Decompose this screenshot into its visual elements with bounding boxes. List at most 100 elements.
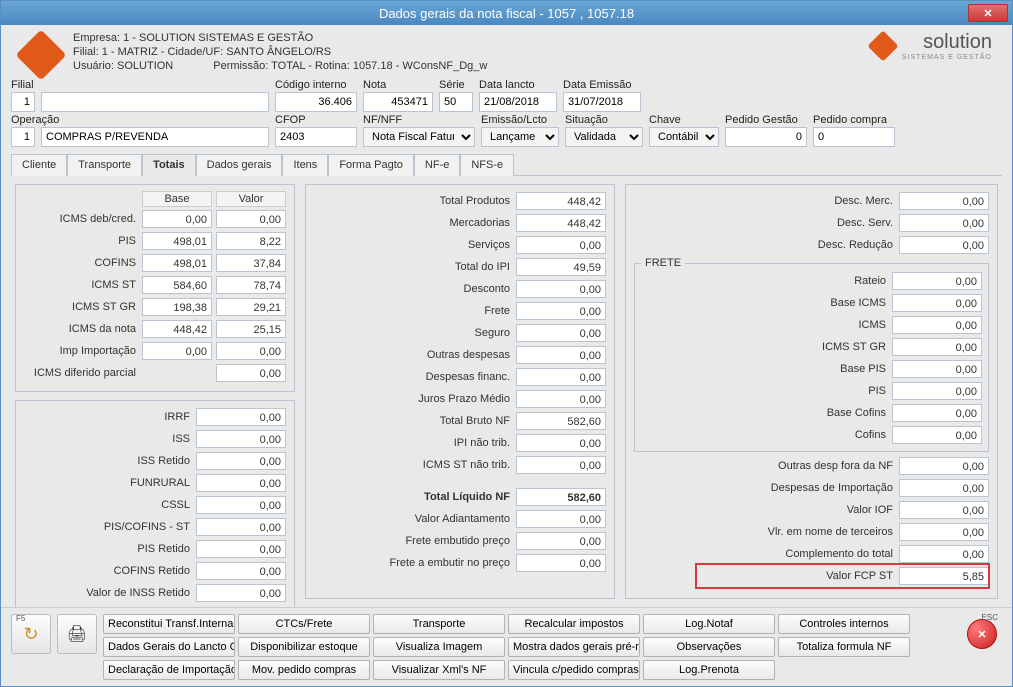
value[interactable]: 0,00 bbox=[899, 192, 989, 210]
base-value[interactable]: 448,42 bbox=[142, 320, 212, 338]
base-value[interactable]: 0,00 bbox=[142, 342, 212, 360]
footer-btn-log-prenota[interactable]: Log.Prenota bbox=[643, 660, 775, 680]
tab-transporte[interactable]: Transporte bbox=[67, 154, 142, 176]
data-emissao-input[interactable] bbox=[563, 92, 641, 112]
footer-btn-mostra-dados-gerais-pr-nota[interactable]: Mostra dados gerais pré-nota bbox=[508, 637, 640, 657]
pedido-compra-input[interactable] bbox=[813, 127, 895, 147]
footer-btn-recalcular-impostos[interactable]: Recalcular impostos bbox=[508, 614, 640, 634]
value[interactable]: 0,00 bbox=[516, 346, 606, 364]
value[interactable]: 0,00 bbox=[516, 532, 606, 550]
value[interactable]: 0,00 bbox=[899, 523, 989, 541]
value[interactable]: 0,00 bbox=[892, 316, 982, 334]
base-value[interactable]: 498,01 bbox=[142, 232, 212, 250]
value[interactable]: 0,00 bbox=[899, 545, 989, 563]
tab-nfs-e[interactable]: NFS-e bbox=[460, 154, 514, 176]
base-value[interactable]: 0,00 bbox=[142, 210, 212, 228]
serie-input[interactable] bbox=[439, 92, 473, 112]
base-value[interactable]: 498,01 bbox=[142, 254, 212, 272]
value[interactable]: 0,00 bbox=[196, 408, 286, 426]
value[interactable]: 0,00 bbox=[892, 294, 982, 312]
f5-button[interactable]: F5 ↻ bbox=[11, 614, 51, 654]
footer-btn-declara-o-de-importa-o[interactable]: Declaração de Importação bbox=[103, 660, 235, 680]
oper-num-input[interactable] bbox=[11, 127, 35, 147]
valor-value[interactable]: 25,15 bbox=[216, 320, 286, 338]
value[interactable]: 0,00 bbox=[892, 404, 982, 422]
value[interactable]: 0,00 bbox=[516, 280, 606, 298]
pedido-gestao-input[interactable] bbox=[725, 127, 807, 147]
codint-input[interactable] bbox=[275, 92, 357, 112]
footer-btn-vincula-c-pedido-compras[interactable]: Vincula c/pedido compras bbox=[508, 660, 640, 680]
base-value[interactable]: 198,38 bbox=[142, 298, 212, 316]
base-value[interactable]: 584,60 bbox=[142, 276, 212, 294]
value[interactable]: 0,00 bbox=[516, 236, 606, 254]
valor-value[interactable]: 0,00 bbox=[216, 342, 286, 360]
footer-btn-totaliza-formula-nf[interactable]: Totaliza formula NF bbox=[778, 637, 910, 657]
value[interactable]: 0,00 bbox=[196, 496, 286, 514]
nfnff-select[interactable]: Nota Fiscal Fatura bbox=[363, 127, 475, 147]
value[interactable]: 0,00 bbox=[516, 434, 606, 452]
icms-dif-value[interactable]: 0,00 bbox=[216, 364, 286, 382]
footer-btn-dados-gerais-do-lancto-ctb[interactable]: Dados Gerais do Lancto Ctb bbox=[103, 637, 235, 657]
filial-num-input[interactable] bbox=[11, 92, 35, 112]
tab-cliente[interactable]: Cliente bbox=[11, 154, 67, 176]
filial-desc-input[interactable] bbox=[41, 92, 269, 112]
value[interactable]: 0,00 bbox=[196, 474, 286, 492]
footer-btn-observa-es[interactable]: Observações bbox=[643, 637, 775, 657]
nota-input[interactable] bbox=[363, 92, 433, 112]
tab-dados-gerais[interactable]: Dados gerais bbox=[196, 154, 283, 176]
footer-btn-reconstitui-transf-interna[interactable]: Reconstitui Transf.Interna bbox=[103, 614, 235, 634]
value[interactable]: 0,00 bbox=[516, 368, 606, 386]
value[interactable]: 0,00 bbox=[196, 452, 286, 470]
footer-btn-visualizar-xml-s-nf[interactable]: Visualizar Xml's NF bbox=[373, 660, 505, 680]
value[interactable]: 0,00 bbox=[516, 324, 606, 342]
value[interactable]: 0,00 bbox=[892, 360, 982, 378]
footer-btn-visualiza-imagem[interactable]: Visualiza Imagem bbox=[373, 637, 505, 657]
tab-itens[interactable]: Itens bbox=[282, 154, 328, 176]
footer-btn-mov-pedido-compras[interactable]: Mov. pedido compras bbox=[238, 660, 370, 680]
footer-btn-transporte[interactable]: Transporte bbox=[373, 614, 505, 634]
tab-nf-e[interactable]: NF-e bbox=[414, 154, 460, 176]
value[interactable]: 49,59 bbox=[516, 258, 606, 276]
valor-value[interactable]: 78,74 bbox=[216, 276, 286, 294]
value[interactable]: 0,00 bbox=[892, 272, 982, 290]
tab-totais[interactable]: Totais bbox=[142, 154, 196, 176]
sit-select[interactable]: Validada bbox=[565, 127, 643, 147]
value[interactable]: 0,00 bbox=[899, 457, 989, 475]
value[interactable]: 0,00 bbox=[892, 338, 982, 356]
emiss-select[interactable]: Lançame bbox=[481, 127, 559, 147]
value[interactable]: 0,00 bbox=[516, 510, 606, 528]
close-button[interactable]: ✕ bbox=[968, 4, 1008, 22]
oper-desc-input[interactable] bbox=[41, 127, 269, 147]
value[interactable]: 0,00 bbox=[516, 456, 606, 474]
value[interactable]: 0,00 bbox=[899, 501, 989, 519]
value[interactable]: 0,00 bbox=[516, 390, 606, 408]
footer-btn-log-notaf[interactable]: Log.Notaf bbox=[643, 614, 775, 634]
value[interactable]: 0,00 bbox=[516, 302, 606, 320]
value[interactable]: 448,42 bbox=[516, 192, 606, 210]
value[interactable]: 582,60 bbox=[516, 488, 606, 506]
value[interactable]: 0,00 bbox=[899, 236, 989, 254]
footer-btn-ctcs-frete[interactable]: CTCs/Frete bbox=[238, 614, 370, 634]
value[interactable]: 0,00 bbox=[196, 430, 286, 448]
valor-value[interactable]: 37,84 bbox=[216, 254, 286, 272]
chave-select[interactable]: Contábil bbox=[649, 127, 719, 147]
valor-value[interactable]: 8,22 bbox=[216, 232, 286, 250]
data-lancto-input[interactable] bbox=[479, 92, 557, 112]
footer-btn-controles-internos[interactable]: Controles internos bbox=[778, 614, 910, 634]
valor-value[interactable]: 29,21 bbox=[216, 298, 286, 316]
value[interactable]: 0,00 bbox=[516, 554, 606, 572]
footer-btn-disponibilizar-estoque[interactable]: Disponibilizar estoque bbox=[238, 637, 370, 657]
value[interactable]: 0,00 bbox=[899, 479, 989, 497]
value[interactable]: 0,00 bbox=[892, 426, 982, 444]
value[interactable]: 0,00 bbox=[196, 518, 286, 536]
value[interactable]: 0,00 bbox=[899, 214, 989, 232]
value[interactable]: 582,60 bbox=[516, 412, 606, 430]
value[interactable]: 0,00 bbox=[892, 382, 982, 400]
value[interactable]: 0,00 bbox=[196, 540, 286, 558]
esc-button[interactable]: ESC ✕ bbox=[962, 614, 1002, 654]
value[interactable]: 448,42 bbox=[516, 214, 606, 232]
value[interactable]: 5,85 bbox=[899, 567, 989, 585]
valor-value[interactable]: 0,00 bbox=[216, 210, 286, 228]
value[interactable]: 0,00 bbox=[196, 584, 286, 602]
cfop-input[interactable] bbox=[275, 127, 357, 147]
